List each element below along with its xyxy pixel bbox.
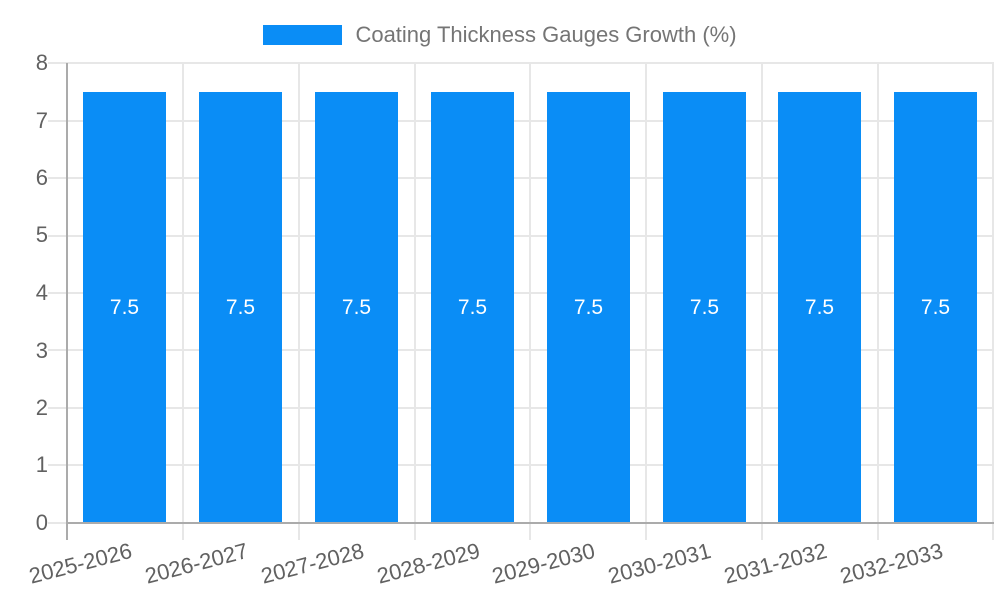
gridline-vertical	[877, 63, 879, 540]
y-tick-label: 5	[35, 222, 48, 247]
bar-2025-2026[interactable]: 7.5	[83, 92, 166, 523]
legend-swatch-icon[interactable]	[263, 25, 343, 45]
bar-value-label: 7.5	[457, 295, 488, 319]
bar-2032-2033[interactable]: 7.5	[894, 92, 977, 523]
x-tick-label: 2026-2027	[142, 538, 251, 589]
x-tick-label: 2032-2033	[837, 538, 946, 589]
y-tick-label: 4	[35, 280, 48, 305]
x-tick-label: 2030-2031	[605, 538, 714, 589]
gridline-vertical	[182, 63, 184, 540]
bar-value-label: 7.5	[920, 295, 951, 319]
gridline-vertical	[529, 63, 531, 540]
x-tick-label: 2028-2029	[374, 538, 483, 589]
bar-value-label: 7.5	[689, 295, 720, 319]
x-axis-line	[67, 522, 994, 524]
y-tick-label: 6	[35, 165, 48, 190]
bar-2031-2032[interactable]: 7.5	[778, 92, 861, 523]
x-tick-label: 2029-2030	[489, 538, 598, 589]
x-tick-label: 2027-2028	[258, 538, 367, 589]
gridline-vertical	[645, 63, 647, 540]
y-tick-label: 2	[35, 395, 48, 420]
gridline-horizontal	[48, 292, 994, 294]
y-tick-label: 8	[35, 50, 48, 75]
gridline-horizontal	[48, 235, 994, 237]
gridline-vertical	[414, 63, 416, 540]
bar-2027-2028[interactable]: 7.5	[315, 92, 398, 523]
gridline-horizontal	[48, 62, 994, 64]
bar-value-label: 7.5	[341, 295, 372, 319]
legend: Coating Thickness Gauges Growth (%)	[0, 24, 1000, 46]
y-axis-line	[66, 63, 68, 540]
gridline-horizontal	[48, 349, 994, 351]
bar-value-label: 7.5	[109, 295, 140, 319]
gridline-horizontal	[48, 407, 994, 409]
y-tick-label: 3	[35, 338, 48, 363]
y-tick-label: 7	[35, 108, 48, 133]
bar-value-label: 7.5	[804, 295, 835, 319]
bar-2026-2027[interactable]: 7.5	[199, 92, 282, 523]
bar-2028-2029[interactable]: 7.5	[431, 92, 514, 523]
gridline-horizontal	[48, 120, 994, 122]
plot-area: 7.5 7.5 7.5 7.5 7.5 7.5 7.5 7.5	[48, 62, 994, 540]
gridline-vertical	[298, 63, 300, 540]
gridline-horizontal	[48, 177, 994, 179]
gridline-horizontal	[48, 464, 994, 466]
bar-value-label: 7.5	[225, 295, 256, 319]
bar-value-label: 7.5	[573, 295, 604, 319]
y-tick-label: 0	[35, 510, 48, 535]
bar-2029-2030[interactable]: 7.5	[547, 92, 630, 523]
y-tick-label: 1	[35, 452, 48, 477]
x-tick-label: 2031-2032	[721, 538, 830, 589]
legend-label[interactable]: Coating Thickness Gauges Growth (%)	[355, 22, 737, 47]
gridline-vertical	[992, 63, 994, 540]
gridline-vertical	[761, 63, 763, 540]
bar-2030-2031[interactable]: 7.5	[663, 92, 746, 523]
x-tick-label: 2025-2026	[26, 538, 135, 589]
